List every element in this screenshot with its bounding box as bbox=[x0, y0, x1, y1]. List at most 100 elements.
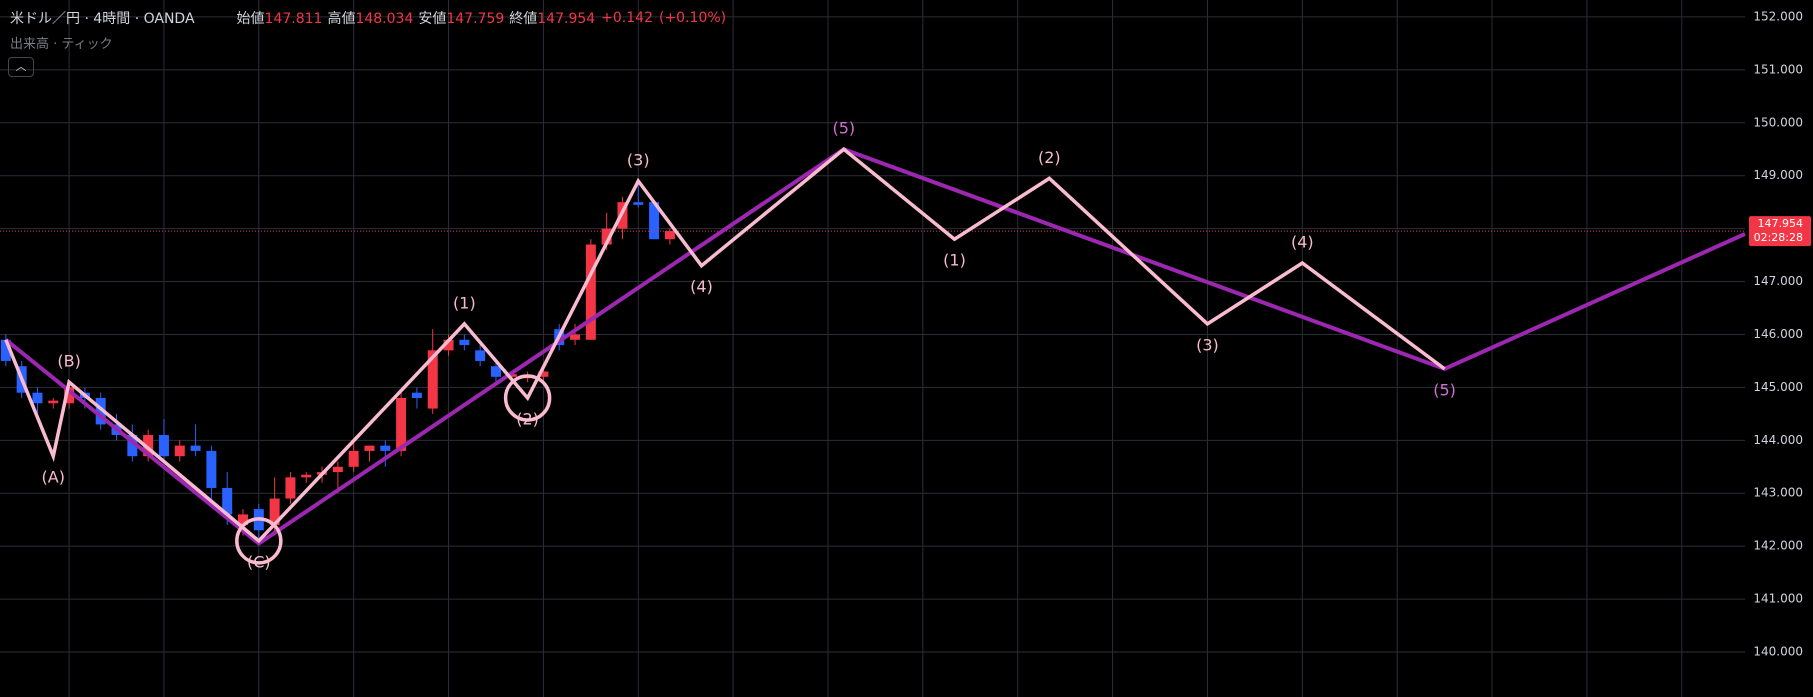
candle bbox=[32, 387, 43, 414]
ohlc-label: 終値 bbox=[509, 11, 538, 27]
ohlc-values: 始値147.811 高値148.034 安値147.759 終値147.954 bbox=[237, 8, 596, 28]
candle-body bbox=[427, 350, 438, 409]
y-tick-label: 145.000 bbox=[1753, 380, 1803, 394]
candle-body bbox=[459, 339, 470, 346]
price-tag bbox=[1749, 216, 1811, 247]
candle-body bbox=[475, 350, 486, 361]
wave-label: (4) bbox=[1291, 233, 1314, 252]
wave-label: (2) bbox=[516, 409, 539, 428]
candle-body bbox=[238, 514, 249, 525]
candle bbox=[475, 345, 486, 367]
legend-header: 米ドル／円 · 4時間 · OANDA 始値147.811 高値148.034 安値… bbox=[10, 8, 726, 28]
highlight-circle bbox=[503, 374, 552, 422]
y-tick-label: 151.000 bbox=[1753, 62, 1803, 76]
candle bbox=[490, 360, 501, 383]
change-pct: (+0.10%) bbox=[658, 10, 727, 26]
candle bbox=[95, 392, 106, 430]
y-tick-label: 150.000 bbox=[1753, 115, 1803, 129]
wave-label: (C) bbox=[247, 552, 271, 571]
y-tick-label: 146.000 bbox=[1753, 327, 1803, 341]
candle-body bbox=[0, 339, 11, 361]
candle bbox=[633, 180, 644, 208]
change: +0.142 bbox=[601, 10, 653, 26]
candle-body bbox=[95, 397, 106, 425]
candle-body bbox=[396, 397, 407, 451]
candle-body bbox=[206, 450, 217, 488]
candle-body bbox=[332, 466, 343, 473]
candle-body bbox=[285, 477, 296, 499]
wave-line bbox=[4, 147, 1746, 547]
candle-body bbox=[649, 202, 660, 240]
candle-body bbox=[301, 474, 312, 478]
wave-label: (A) bbox=[42, 468, 65, 487]
indicator-label[interactable]: 出来高 · ティック bbox=[10, 37, 113, 52]
candle-body bbox=[222, 487, 233, 515]
candle-body bbox=[380, 445, 391, 451]
candle-body bbox=[664, 231, 675, 240]
ohlc-label: 高値 bbox=[327, 11, 356, 27]
candle-body bbox=[443, 339, 454, 351]
wave-label: (B) bbox=[57, 352, 80, 371]
ohlc-item: 始値147.811 bbox=[237, 8, 323, 28]
wave-label: (3) bbox=[1196, 335, 1219, 354]
candle-body bbox=[570, 334, 581, 340]
candle bbox=[459, 334, 470, 351]
wave-label: (1) bbox=[453, 293, 476, 312]
collapse-button[interactable]: ︿ bbox=[8, 57, 34, 77]
candle bbox=[301, 472, 312, 483]
candle-body bbox=[348, 450, 359, 467]
wave-label: (5) bbox=[832, 119, 855, 138]
wave-label: (2) bbox=[1038, 148, 1061, 167]
y-tick-label: 143.000 bbox=[1753, 486, 1803, 500]
symbol-title[interactable]: 米ドル／円 · 4時間 · OANDA bbox=[10, 11, 195, 27]
candle bbox=[443, 334, 454, 356]
ohlc-label: 始値 bbox=[236, 11, 265, 27]
candle bbox=[190, 424, 201, 457]
candle-body bbox=[190, 445, 201, 451]
candle bbox=[585, 239, 596, 340]
candle-body bbox=[506, 374, 517, 377]
y-tick-label: 142.000 bbox=[1753, 539, 1803, 553]
wave-label: (1) bbox=[943, 251, 966, 270]
ohlc-item: 終値147.954 bbox=[509, 8, 595, 28]
candle-body bbox=[48, 400, 59, 404]
candle-body bbox=[158, 435, 169, 457]
candle-body bbox=[490, 366, 501, 377]
ohlc-value: 148.034 bbox=[355, 11, 414, 27]
candle bbox=[649, 202, 660, 240]
candle-body bbox=[143, 435, 154, 457]
wave-label: (3) bbox=[627, 150, 650, 169]
ohlc-item: 高値148.034 bbox=[327, 8, 413, 28]
candle-body bbox=[411, 392, 422, 398]
candle bbox=[364, 445, 375, 462]
ohlc-item: 安値147.759 bbox=[418, 8, 504, 28]
candle bbox=[285, 472, 296, 504]
candle-body bbox=[64, 387, 75, 404]
y-tick-label: 141.000 bbox=[1753, 592, 1803, 606]
candle bbox=[411, 387, 422, 409]
wave-label: (5) bbox=[1433, 380, 1456, 399]
candle-body bbox=[538, 371, 549, 377]
y-tick-label: 140.000 bbox=[1753, 645, 1803, 659]
candle bbox=[206, 445, 217, 499]
candle-body bbox=[633, 202, 644, 205]
y-tick-label: 152.000 bbox=[1753, 9, 1803, 23]
candle-body bbox=[174, 445, 185, 457]
ohlc-value: 147.954 bbox=[537, 11, 596, 27]
highlight-circle bbox=[235, 517, 283, 565]
candle-body bbox=[364, 445, 375, 451]
y-tick-label: 147.000 bbox=[1753, 274, 1803, 288]
candle-body bbox=[269, 498, 280, 525]
candle bbox=[348, 440, 359, 473]
candle-body bbox=[32, 392, 43, 404]
candle-body bbox=[601, 228, 612, 245]
candle bbox=[174, 440, 185, 462]
candle bbox=[48, 397, 59, 409]
ohlc-label: 安値 bbox=[418, 11, 447, 27]
wave-line bbox=[4, 146, 1446, 544]
ohlc-value: 147.759 bbox=[446, 11, 505, 27]
wave-label: (4) bbox=[690, 277, 713, 296]
price-tag-value: 147.954 bbox=[1758, 217, 1804, 230]
